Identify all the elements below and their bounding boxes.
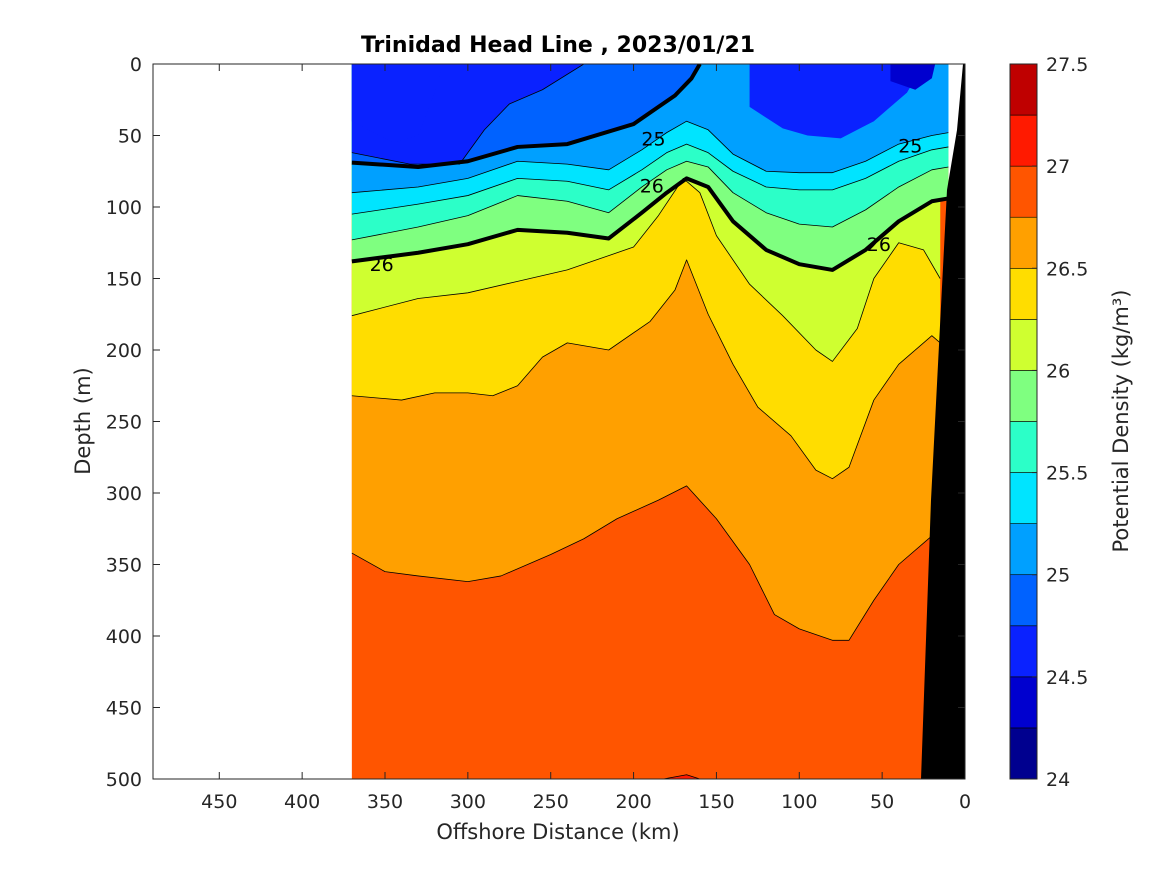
x-tick-label-100: 100 — [781, 791, 817, 813]
x-tick-label-200: 200 — [615, 791, 651, 813]
isopycnal-25 — [351, 64, 702, 169]
colorbar-frame — [1009, 63, 1038, 780]
contour-label-4: 26 — [867, 234, 891, 256]
band-fill-24.5-nearshore — [749, 64, 924, 139]
isopycnal-26 — [351, 176, 949, 272]
y-axis-ticks: 0 50 100 150 200 250 300 350 400 450 500 — [106, 54, 965, 791]
colorbar-band-27.25 — [1009, 63, 1038, 116]
contour-label-1: 25 — [898, 136, 922, 158]
x-tick-label-450: 450 — [201, 791, 237, 813]
plot-area: 25 25 26 26 26 — [152, 63, 966, 780]
colorbar-tick-label-26.5: 26.5 — [1046, 258, 1088, 280]
x-tick-label-400: 400 — [284, 791, 320, 813]
chart-title: Trinidad Head Line , 2023/01/21 — [361, 33, 755, 58]
band-fill-24.25 — [890, 64, 936, 90]
isopycnal-26.75 — [351, 485, 941, 641]
colorbar-band-25.75 — [1009, 370, 1038, 422]
colorbar-tick-label-24.5: 24.5 — [1046, 667, 1088, 689]
colorbar-ticks: 24 24.5 25 25.5 26 26.5 27 27.5 — [1032, 54, 1088, 791]
x-tick-label-250: 250 — [533, 791, 569, 813]
isopycnal-26.25 — [351, 177, 941, 362]
colorbar-band-27 — [1009, 114, 1038, 167]
colorbar-tick-label-25.5: 25.5 — [1046, 463, 1088, 485]
isopycnal-26.5 — [351, 259, 941, 480]
colorbar-band-26.75 — [1009, 165, 1038, 218]
colorbar: 24 24.5 25 25.5 26 26.5 27 27.5 Potential Densi… — [1009, 54, 1133, 791]
colorbar-band-25 — [1009, 523, 1038, 576]
colorbar-tick-label-24: 24 — [1046, 769, 1070, 791]
colorbar-band-26.25 — [1009, 267, 1038, 320]
y-tick-label-400: 400 — [106, 626, 142, 648]
colorbar-tick-label-26: 26 — [1046, 360, 1070, 382]
bathymetry — [921, 64, 965, 779]
x-tick-label-300: 300 — [450, 791, 486, 813]
x-axis-ticks: 450 400 350 300 250 200 150 100 50 0 — [201, 64, 971, 813]
isopycnal-27 — [663, 774, 700, 779]
isopycnal-24.75 — [351, 64, 585, 165]
colorbar-band-26.5 — [1009, 216, 1038, 269]
colorbar-bands — [1009, 63, 1038, 780]
colorbar-band-25.5 — [1009, 421, 1038, 473]
density-bands — [351, 64, 949, 779]
colorbar-band-24.75 — [1009, 574, 1038, 627]
band-fill-27 — [663, 774, 700, 779]
contour-label-2: 26 — [640, 176, 664, 198]
contour-labels: 25 25 26 26 26 — [370, 128, 923, 276]
contour-label-3: 26 — [370, 254, 394, 276]
y-tick-label-0: 0 — [130, 54, 142, 76]
colorbar-band-24.25 — [1009, 676, 1038, 729]
y-tick-label-50: 50 — [118, 126, 142, 148]
y-tick-label-450: 450 — [106, 698, 142, 720]
y-tick-label-500: 500 — [106, 769, 142, 791]
x-tick-label-50: 50 — [870, 791, 894, 813]
y-tick-label-200: 200 — [106, 340, 142, 362]
colorbar-band-26 — [1009, 319, 1038, 371]
x-tick-label-150: 150 — [698, 791, 734, 813]
y-tick-label-300: 300 — [106, 483, 142, 505]
y-tick-label-150: 150 — [106, 269, 142, 291]
y-tick-label-250: 250 — [106, 412, 142, 434]
colorbar-tick-label-25: 25 — [1046, 565, 1070, 587]
isopycnal-25.75 — [351, 160, 949, 241]
colorbar-band-25.25 — [1009, 472, 1038, 524]
colorbar-band-24 — [1009, 727, 1038, 780]
x-tick-label-350: 350 — [367, 791, 403, 813]
band-fill-24.5 — [351, 64, 443, 143]
colorbar-tick-label-27.5: 27.5 — [1046, 54, 1088, 76]
isopycnal-lines — [351, 64, 949, 779]
y-tick-label-350: 350 — [106, 555, 142, 577]
x-tick-label-0: 0 — [959, 791, 971, 813]
colorbar-tick-label-27: 27 — [1046, 156, 1070, 178]
y-axis-label: Depth (m) — [71, 367, 95, 474]
isopycnal-25.25 — [351, 120, 949, 194]
isopycnal-25.5 — [351, 143, 949, 215]
y-tick-label-100: 100 — [106, 197, 142, 219]
colorbar-label: Potential Density (kg/m³) — [1109, 289, 1133, 552]
contour-label-0: 25 — [641, 128, 665, 150]
x-axis-label: Offshore Distance (km) — [436, 820, 679, 844]
colorbar-band-24.5 — [1009, 625, 1038, 678]
